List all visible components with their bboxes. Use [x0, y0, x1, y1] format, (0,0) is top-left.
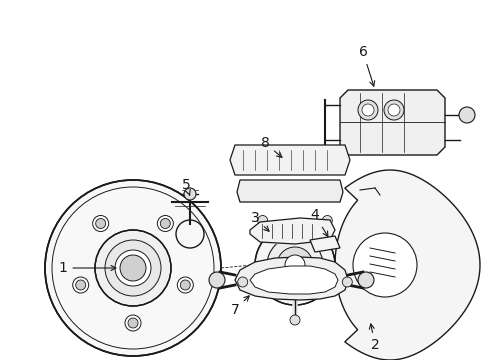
Circle shape — [73, 277, 88, 293]
Circle shape — [322, 216, 332, 225]
Polygon shape — [309, 236, 339, 252]
Circle shape — [93, 216, 108, 231]
Circle shape — [177, 277, 193, 293]
Circle shape — [357, 272, 373, 288]
Circle shape — [115, 250, 151, 286]
Polygon shape — [339, 90, 444, 155]
Circle shape — [266, 237, 323, 293]
Circle shape — [357, 100, 377, 120]
Polygon shape — [249, 218, 334, 244]
Circle shape — [254, 225, 334, 305]
Circle shape — [95, 230, 171, 306]
Circle shape — [76, 280, 85, 290]
Circle shape — [458, 107, 474, 123]
Circle shape — [237, 277, 247, 287]
Circle shape — [128, 318, 138, 328]
Circle shape — [257, 216, 267, 225]
Circle shape — [387, 104, 399, 116]
Circle shape — [120, 255, 146, 281]
Polygon shape — [235, 257, 347, 300]
Circle shape — [183, 188, 196, 200]
Polygon shape — [237, 180, 342, 202]
Circle shape — [285, 255, 305, 275]
Text: 1: 1 — [59, 261, 116, 275]
Circle shape — [180, 280, 190, 290]
Circle shape — [352, 233, 416, 297]
Circle shape — [361, 104, 373, 116]
Polygon shape — [229, 145, 349, 175]
Text: 5: 5 — [181, 178, 190, 195]
Text: 2: 2 — [368, 324, 379, 352]
Polygon shape — [249, 266, 337, 294]
Text: 8: 8 — [260, 136, 282, 157]
Text: 3: 3 — [250, 211, 268, 231]
Text: 6: 6 — [358, 45, 374, 86]
Circle shape — [160, 219, 170, 229]
Circle shape — [342, 277, 351, 287]
Polygon shape — [334, 170, 479, 360]
Circle shape — [383, 100, 403, 120]
Circle shape — [157, 216, 173, 231]
Circle shape — [276, 247, 312, 283]
Circle shape — [208, 272, 224, 288]
Circle shape — [125, 315, 141, 331]
Circle shape — [45, 180, 221, 356]
Text: 7: 7 — [230, 296, 249, 317]
Circle shape — [105, 240, 161, 296]
Circle shape — [289, 315, 299, 325]
Text: 4: 4 — [310, 208, 327, 237]
Circle shape — [96, 219, 105, 229]
